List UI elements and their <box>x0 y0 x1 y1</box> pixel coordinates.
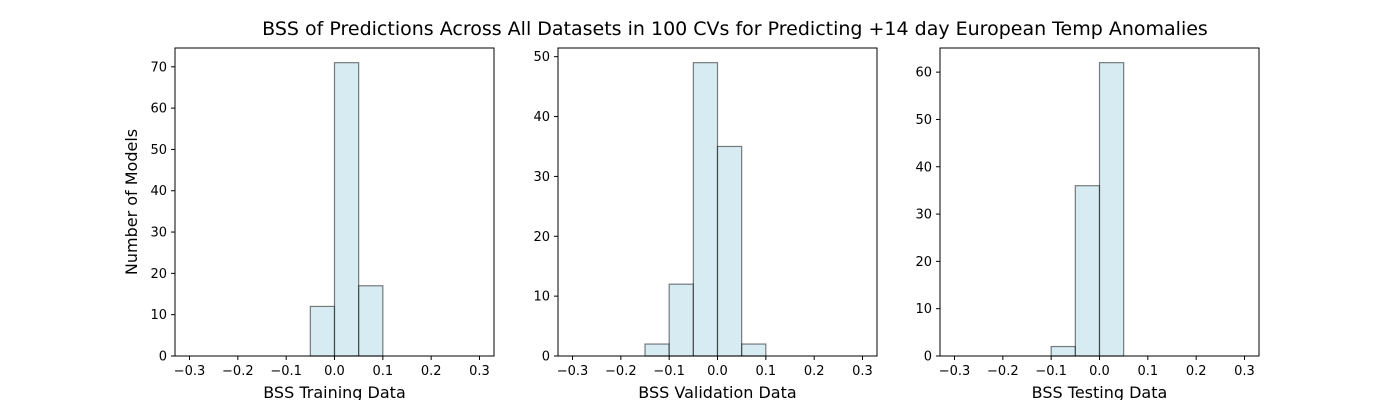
validation-ytick-label-1: 10 <box>533 290 550 305</box>
validation-xtick-label-4: 0.1 <box>755 364 776 379</box>
training-ytick-label-5: 50 <box>150 143 167 158</box>
validation-bar-1 <box>668 283 694 357</box>
training-ytick-label-7: 70 <box>150 60 167 75</box>
testing-xtick-label-4: 0.1 <box>1137 364 1158 379</box>
training-xtick-label-3: 0.0 <box>324 364 345 379</box>
testing-ytick-label-2: 20 <box>915 255 932 270</box>
validation-ytick-label-0: 0 <box>542 350 550 365</box>
training-bar-1 <box>333 62 360 357</box>
training-xtick-label-2: −0.1 <box>270 364 302 379</box>
testing-bar-0 <box>1050 345 1076 357</box>
testing-xtick-label-2: −0.1 <box>1035 364 1067 379</box>
panel-validation: −0.3 −0.2 −0.1 0.0 0.1 0.2 0.3 0 10 20 30 40 50 BSS V… <box>533 47 878 400</box>
validation-ytick-label-5: 50 <box>533 50 550 65</box>
validation-xlabel: BSS Validation Data <box>638 383 796 400</box>
training-xtick-label-6: 0.3 <box>469 364 490 379</box>
validation-xtick-label-6: 0.3 <box>852 364 873 379</box>
validation-xtick-label-2: −0.1 <box>653 364 685 379</box>
testing-xtick-label-1: −0.2 <box>987 364 1019 379</box>
testing-xtick-label-6: 0.3 <box>1234 364 1255 379</box>
training-xtick-label-1: −0.2 <box>222 364 254 379</box>
training-xtick-label-0: −0.3 <box>174 364 206 379</box>
training-xtick-label-4: 0.1 <box>372 364 393 379</box>
validation-xtick-label-5: 0.2 <box>804 364 825 379</box>
validation-ytick-label-2: 20 <box>533 230 550 245</box>
validation-ytick-label-3: 30 <box>533 170 550 185</box>
validation-xtick-label-3: 0.0 <box>707 364 728 379</box>
training-ytick-label-0: 0 <box>159 350 167 365</box>
training-xtick-label-5: 0.2 <box>421 364 442 379</box>
panel-testing: −0.3 −0.2 −0.1 0.0 0.1 0.2 0.3 0 10 20 30 40 50 60 BSS… <box>915 47 1260 400</box>
validation-bar-0 <box>644 343 670 357</box>
testing-ytick-label-4: 40 <box>915 160 932 175</box>
testing-ytick-label-3: 30 <box>915 208 932 223</box>
testing-ytick-label-1: 10 <box>915 302 932 317</box>
validation-xtick-label-0: −0.3 <box>557 364 589 379</box>
training-bar-0 <box>309 305 336 357</box>
training-ytick-label-6: 60 <box>150 102 167 117</box>
testing-ytick-label-0: 0 <box>924 350 932 365</box>
validation-ytick-label-4: 40 <box>533 110 550 125</box>
training-xlabel: BSS Training Data <box>263 383 406 400</box>
validation-xtick-label-1: −0.2 <box>605 364 637 379</box>
testing-xtick-label-0: −0.3 <box>939 364 971 379</box>
testing-bar-2 <box>1098 62 1125 357</box>
validation-bar-3 <box>716 145 743 357</box>
training-ylabel: Number of Models <box>122 129 141 275</box>
figure-title: BSS of Predictions Across All Datasets i… <box>262 18 1208 40</box>
testing-xtick-label-3: 0.0 <box>1089 364 1110 379</box>
training-ytick-label-1: 10 <box>150 308 167 323</box>
testing-xlabel: BSS Testing Data <box>1032 383 1168 400</box>
training-ytick-label-4: 40 <box>150 184 167 199</box>
training-ytick-label-3: 30 <box>150 226 167 241</box>
training-ytick-label-2: 20 <box>150 267 167 282</box>
testing-ytick-label-5: 50 <box>915 113 932 128</box>
training-bar-2 <box>358 285 384 357</box>
testing-ytick-label-6: 60 <box>915 66 932 81</box>
validation-bar-2 <box>692 62 719 357</box>
panel-training: −0.3 −0.2 −0.1 0.0 0.1 0.2 0.3 0 10 20 30 40 50 60 70 B… <box>122 47 495 400</box>
testing-bar-1 <box>1074 185 1101 357</box>
testing-xtick-label-5: 0.2 <box>1186 364 1207 379</box>
validation-bar-4 <box>741 343 767 357</box>
